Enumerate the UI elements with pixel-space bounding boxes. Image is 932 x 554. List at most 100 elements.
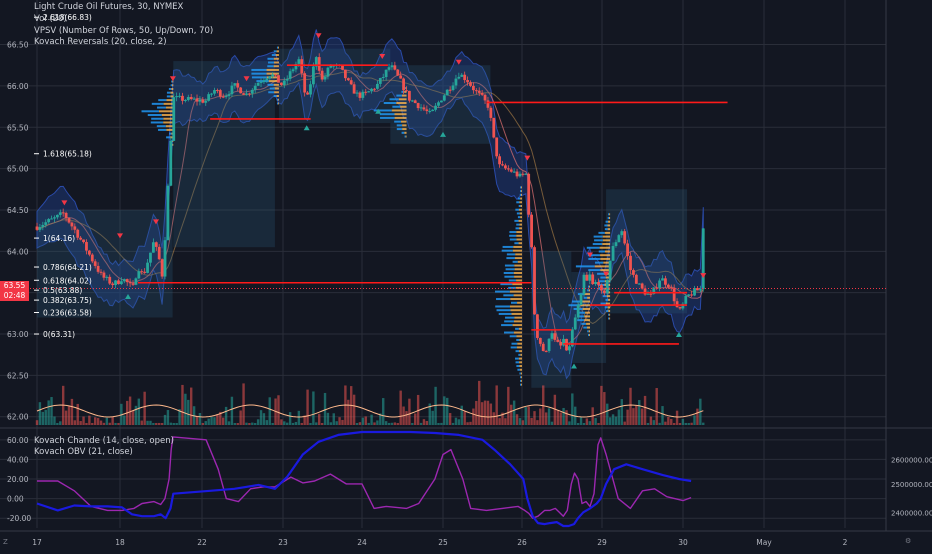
price-axis-label: 62.00 (7, 413, 29, 422)
volume-bar (382, 398, 385, 425)
volume-bar (219, 411, 222, 425)
volume-bar (454, 417, 458, 425)
candle-body (672, 288, 676, 302)
volume-bar (483, 400, 487, 425)
candle-body (146, 262, 149, 273)
volume-bar (338, 417, 341, 425)
volume-bar (504, 418, 507, 425)
candle-body (527, 173, 531, 215)
candle-body (684, 295, 688, 304)
indicator-vpsv-label[interactable]: VPSV (Number Of Rows, 50, Up/Down, 70) (34, 26, 214, 36)
profile-bar-down (163, 121, 174, 124)
zoom-icon[interactable]: Z (3, 538, 8, 546)
volume-bar (419, 422, 423, 425)
candle-body (183, 100, 187, 102)
volume-bar (79, 421, 82, 425)
candle-body (408, 90, 411, 101)
candle-body (166, 185, 170, 241)
volume-bar (498, 418, 501, 425)
volume-bar (501, 412, 504, 425)
profile-bar-down (273, 65, 279, 68)
candle-body (346, 78, 350, 81)
volume-bar (230, 396, 234, 425)
session-box (390, 65, 491, 144)
profile-bar-down (609, 216, 611, 219)
candle-body (597, 282, 600, 285)
profile-bar-down (609, 317, 611, 320)
volume-bar (35, 420, 39, 425)
candle-body (128, 282, 132, 284)
profile-bar-up (516, 365, 520, 368)
volume-bar (437, 422, 440, 425)
profile-bar-down (172, 143, 174, 146)
volume-bar (466, 422, 469, 425)
volume-bar (652, 420, 655, 425)
profile-bar-up (592, 243, 603, 246)
volume-bar (518, 418, 522, 425)
reversal-down-marker (243, 76, 250, 82)
candle-body (303, 73, 307, 93)
profile-bar-up (598, 280, 605, 283)
candle-body (509, 169, 513, 172)
volume-bar (681, 418, 685, 425)
profile-bar-down (520, 204, 522, 207)
candle-body (76, 229, 80, 238)
volume-bar (76, 403, 79, 425)
candle-body (50, 218, 53, 220)
profile-bar-up (141, 110, 159, 113)
volume-bar (492, 412, 495, 425)
candle-body (661, 278, 664, 281)
volume-bar (134, 405, 138, 425)
oscillator-chande-label[interactable]: Kovach Chande (14, close, open) (34, 436, 174, 446)
reversal-down-marker (455, 59, 462, 65)
volume-bar (294, 421, 298, 425)
volume-bar (160, 422, 164, 425)
profile-bar-down (609, 213, 611, 216)
profile-bar-down (521, 376, 522, 379)
profile-bar-up (504, 275, 515, 278)
profile-bar-up (501, 324, 513, 327)
oscillator-obv-label[interactable]: Kovach OBV (21, close) (34, 447, 133, 457)
volume-bar (440, 422, 443, 425)
indicator-volume-label[interactable]: Vol (20) (34, 14, 67, 24)
profile-bar-down (521, 190, 522, 193)
candle-body (553, 333, 557, 340)
candle-body (410, 100, 414, 102)
candle-body (675, 301, 679, 308)
settings-icon[interactable]: ⚙ (905, 537, 912, 545)
time-axis-label: 18 (115, 538, 125, 547)
volume-bar (198, 413, 202, 425)
candle-body (375, 83, 379, 89)
indicator-kovach-label[interactable]: Kovach Reversals (20, close, 2) (34, 37, 167, 47)
profile-bar-down (170, 95, 174, 98)
profile-bar-up (151, 102, 164, 105)
profile-bar-down (519, 368, 522, 371)
profile-bar-down (517, 260, 522, 263)
volume-bar (286, 422, 289, 425)
profile-bar-up (401, 131, 405, 134)
profile-bar-up (577, 315, 585, 318)
volume-bar (649, 416, 653, 425)
profile-bar-up (520, 186, 522, 189)
profile-bar-down (163, 102, 174, 105)
candle-body (538, 337, 542, 344)
candle-body (416, 103, 420, 109)
time-axis-label: 24 (357, 538, 367, 547)
profile-bar-down (266, 68, 279, 71)
volume-bar (251, 422, 254, 425)
volume-bar (655, 388, 658, 425)
profile-bar-down (161, 114, 174, 117)
profile-bar-down (585, 311, 590, 314)
volume-bar (175, 422, 178, 425)
profile-bar-up (604, 228, 608, 231)
profile-bar-up (170, 84, 173, 87)
profile-bar-up (600, 276, 606, 279)
profile-bar-down (519, 223, 522, 226)
candle-body (38, 227, 42, 230)
volume-bar (262, 413, 266, 425)
profile-bar-up (268, 61, 275, 64)
profile-bar-down (514, 275, 522, 278)
volume-bar (675, 410, 679, 425)
